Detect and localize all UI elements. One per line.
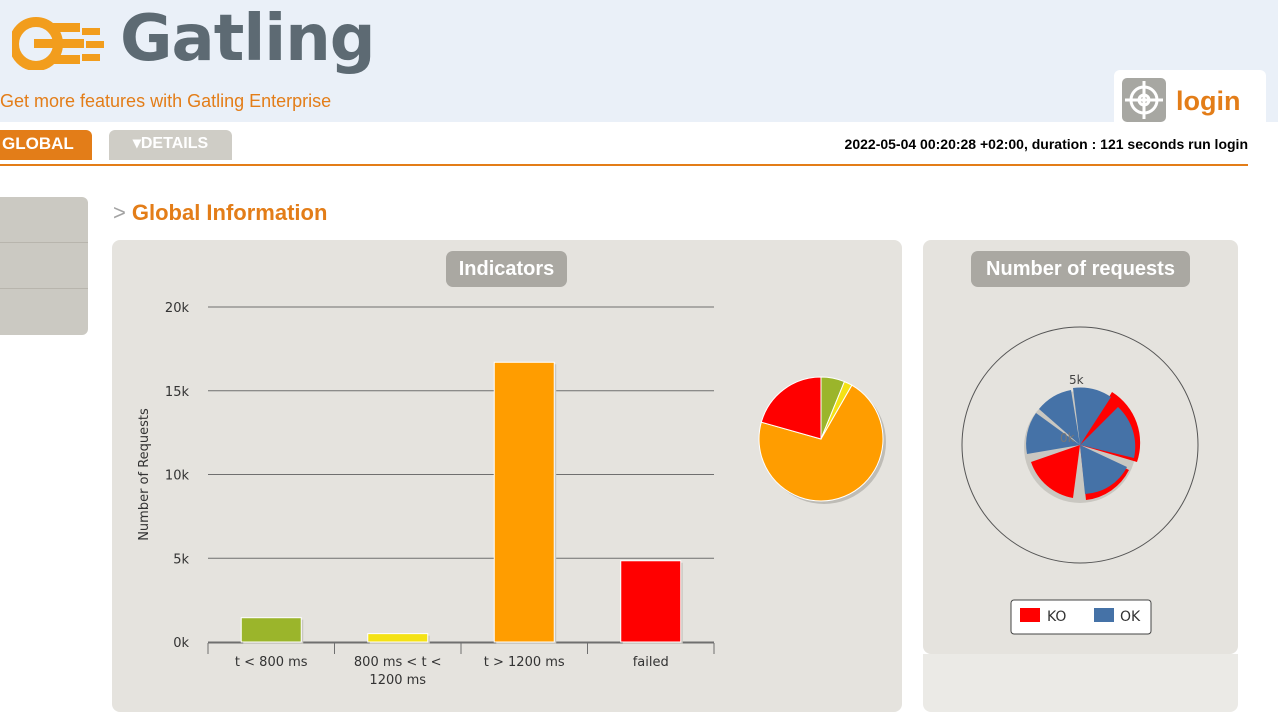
legend-ok-label[interactable]: OK <box>1120 609 1141 625</box>
x-tick-label: t < 800 ms <box>235 655 308 670</box>
legend-ok-swatch <box>1094 608 1114 622</box>
bar <box>493 361 555 643</box>
tab-global[interactable]: GLOBAL <box>0 130 92 160</box>
y-tick-label: 5k <box>173 552 189 567</box>
section-title-text: Global Information <box>131 200 328 225</box>
run-info: 2022-05-04 00:20:28 +02:00, duration : 1… <box>844 136 1248 152</box>
y-tick-label: 15k <box>165 385 190 400</box>
y-tick-label: 10k <box>165 469 190 484</box>
ok-segment <box>1080 445 1127 494</box>
ok-segment <box>1073 387 1111 445</box>
requests-title: Number of requests <box>971 251 1190 287</box>
chevron-right-icon: > <box>113 200 126 225</box>
indicators-panel: Indicators 0k 5k 10k 15k 20k Number of Reques… <box>112 240 902 712</box>
sidebar-item[interactable] <box>0 197 88 243</box>
x-tick-label: 800 ms < t < <box>354 655 442 670</box>
pie-slice <box>758 384 884 502</box>
requests-panel: Number of requests 5k 0k KO OK <box>923 240 1238 654</box>
requests-radial-chart: 5k 0k KO OK <box>961 326 1199 635</box>
y-tick-label: 0k <box>173 636 189 651</box>
sidebar-menu <box>0 197 88 335</box>
sidebar-item[interactable] <box>0 289 88 334</box>
bar <box>620 560 682 643</box>
tab-details[interactable]: ▾DETAILS <box>109 130 232 160</box>
legend-ko-swatch <box>1020 608 1040 622</box>
ok-segment <box>1080 407 1136 458</box>
indicators-title: Indicators <box>446 251 567 287</box>
bar <box>240 617 302 643</box>
requests-legend: KO OK <box>1010 599 1152 635</box>
header-band <box>0 0 1278 122</box>
simulation-name: login <box>1176 86 1241 116</box>
tab-details-label: DETAILS <box>140 135 209 152</box>
y-tick-label: 20k <box>165 301 190 316</box>
bar <box>367 633 429 643</box>
x-tick-label: failed <box>633 655 669 670</box>
requests-panel-footer <box>923 654 1238 712</box>
x-tick-label: t > 1200 ms <box>484 655 565 670</box>
ko-segment <box>1031 445 1080 498</box>
pie-slice <box>760 376 822 440</box>
legend-ko-label[interactable]: KO <box>1047 609 1066 625</box>
logo-text[interactable]: Gatling <box>120 2 376 76</box>
simulation-box[interactable]: login <box>1114 70 1266 130</box>
target-icon <box>1122 78 1166 122</box>
ok-segment <box>1026 413 1080 454</box>
outer-ring <box>961 326 1199 564</box>
caret-down-icon: ▾ <box>132 135 141 152</box>
radial-tick-0k: 0k <box>1060 431 1075 445</box>
y-axis-label: Number of Requests <box>137 408 152 541</box>
radial-tick-5k: 5k <box>1069 373 1084 387</box>
gatling-logo-icon[interactable] <box>12 6 112 70</box>
sidebar-item[interactable] <box>0 243 88 289</box>
ok-segment <box>1039 390 1080 445</box>
section-title: > Global Information <box>113 200 327 226</box>
tab-bar: GLOBAL ▾DETAILS <box>0 130 1248 166</box>
x-tick-label: 1200 ms <box>369 673 426 688</box>
enterprise-link[interactable]: Get more features with Gatling Enterpris… <box>0 91 332 111</box>
indicators-bar-chart: 0k 5k 10k 15k 20k Number of Requests t < 800 m… <box>137 301 886 688</box>
